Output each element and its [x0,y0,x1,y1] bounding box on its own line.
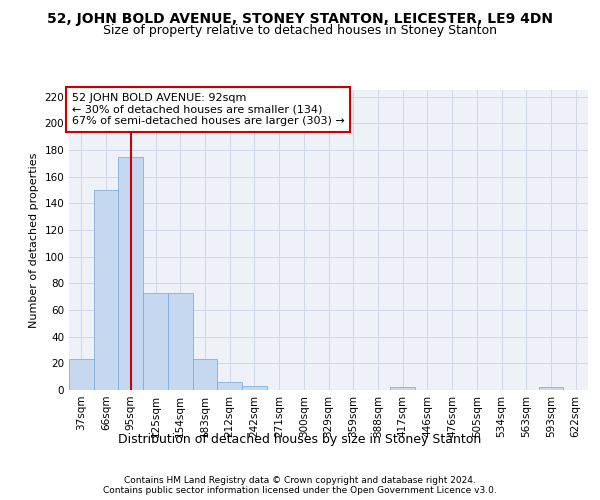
Bar [193,360,217,390]
Text: Contains HM Land Registry data © Crown copyright and database right 2024.: Contains HM Land Registry data © Crown c… [124,476,476,485]
Y-axis label: Number of detached properties: Number of detached properties [29,152,39,328]
Text: Distribution of detached houses by size in Stoney Stanton: Distribution of detached houses by size … [118,432,482,446]
Bar [217,382,242,390]
Text: Size of property relative to detached houses in Stoney Stanton: Size of property relative to detached ho… [103,24,497,37]
Text: Contains public sector information licensed under the Open Government Licence v3: Contains public sector information licen… [103,486,497,495]
Bar [118,156,143,390]
Text: 52, JOHN BOLD AVENUE, STONEY STANTON, LEICESTER, LE9 4DN: 52, JOHN BOLD AVENUE, STONEY STANTON, LE… [47,12,553,26]
Bar [539,388,563,390]
Bar [143,292,168,390]
Text: 52 JOHN BOLD AVENUE: 92sqm
← 30% of detached houses are smaller (134)
67% of sem: 52 JOHN BOLD AVENUE: 92sqm ← 30% of deta… [71,93,344,126]
Bar [390,388,415,390]
Bar [168,292,193,390]
Bar [242,386,267,390]
Bar [69,360,94,390]
Bar [94,190,118,390]
